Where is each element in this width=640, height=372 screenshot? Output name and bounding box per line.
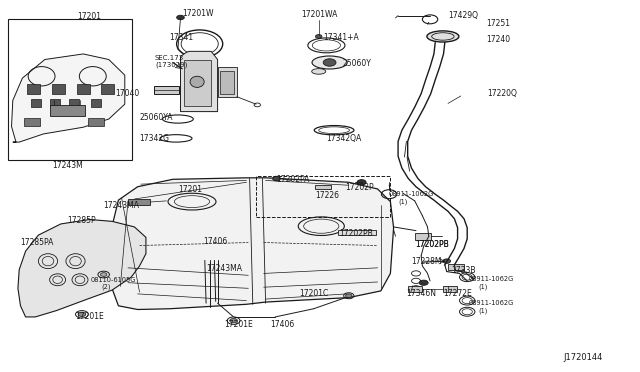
Bar xyxy=(88,118,104,126)
Text: 1733B: 1733B xyxy=(451,266,476,275)
Text: 17228M: 17228M xyxy=(411,257,442,266)
Bar xyxy=(218,67,237,97)
Text: (173029): (173029) xyxy=(155,62,188,68)
Text: 17243MA: 17243MA xyxy=(206,264,242,273)
Text: 17202PB: 17202PB xyxy=(339,229,373,238)
Text: 17220Q: 17220Q xyxy=(488,89,518,98)
Bar xyxy=(101,84,114,94)
Text: (1): (1) xyxy=(479,307,488,314)
Bar xyxy=(184,60,211,106)
Text: 17341: 17341 xyxy=(170,33,194,42)
Bar xyxy=(8,19,132,160)
Circle shape xyxy=(230,318,237,323)
Bar xyxy=(77,84,90,94)
Bar xyxy=(415,232,431,240)
Polygon shape xyxy=(180,51,218,112)
Bar xyxy=(448,264,464,270)
Text: 17285P: 17285P xyxy=(67,216,96,225)
Ellipse shape xyxy=(254,103,260,107)
Circle shape xyxy=(357,180,366,185)
Bar xyxy=(91,99,101,107)
Circle shape xyxy=(273,176,280,181)
Bar xyxy=(50,105,85,116)
Ellipse shape xyxy=(312,56,348,69)
Circle shape xyxy=(177,15,184,20)
Polygon shape xyxy=(18,219,146,317)
Text: 08911-1062G: 08911-1062G xyxy=(468,300,514,306)
Text: 17202PB: 17202PB xyxy=(415,240,449,249)
Circle shape xyxy=(323,59,336,66)
Text: 17243M: 17243M xyxy=(52,161,83,170)
Bar xyxy=(52,84,65,94)
Bar xyxy=(31,99,41,107)
Text: 17202PB: 17202PB xyxy=(415,240,449,249)
Text: 25060Y: 25060Y xyxy=(342,60,371,68)
Text: 17240: 17240 xyxy=(486,35,511,44)
Text: (1): (1) xyxy=(398,198,408,205)
Bar xyxy=(443,286,457,292)
Text: SEC.173: SEC.173 xyxy=(155,55,184,61)
Bar xyxy=(128,199,150,205)
Circle shape xyxy=(443,259,451,263)
Bar xyxy=(69,99,79,107)
Text: 17342G: 17342G xyxy=(140,134,170,143)
Circle shape xyxy=(78,312,86,317)
Bar xyxy=(154,86,179,94)
Circle shape xyxy=(316,35,322,38)
Circle shape xyxy=(346,294,352,298)
Bar xyxy=(220,71,234,94)
Text: 17251: 17251 xyxy=(486,19,511,28)
Bar xyxy=(408,286,422,292)
Bar xyxy=(50,99,60,107)
Text: 17346N: 17346N xyxy=(406,289,436,298)
Bar xyxy=(338,230,376,235)
Text: 17201: 17201 xyxy=(77,12,102,21)
Text: 17406: 17406 xyxy=(270,320,294,329)
Text: 17341+A: 17341+A xyxy=(323,33,359,42)
Ellipse shape xyxy=(190,76,204,87)
Text: 17201W: 17201W xyxy=(182,9,214,17)
Text: 17040: 17040 xyxy=(115,89,140,98)
Text: 08911-1062G: 08911-1062G xyxy=(468,276,514,282)
Text: 17201C: 17201C xyxy=(300,289,329,298)
Polygon shape xyxy=(12,54,125,142)
Text: 17285PA: 17285PA xyxy=(20,238,54,247)
Circle shape xyxy=(419,280,428,285)
Circle shape xyxy=(100,273,107,276)
Text: 17202PA: 17202PA xyxy=(276,175,310,184)
Text: 17226: 17226 xyxy=(316,191,339,200)
Text: 17406: 17406 xyxy=(204,237,228,246)
Text: J1720144: J1720144 xyxy=(563,353,603,362)
Bar xyxy=(27,84,40,94)
Text: (2): (2) xyxy=(101,284,111,291)
Ellipse shape xyxy=(312,68,326,74)
Text: 08110-6105G: 08110-6105G xyxy=(91,277,136,283)
Text: 08911-1062G: 08911-1062G xyxy=(389,191,435,197)
Ellipse shape xyxy=(427,31,459,42)
Text: 17342QA: 17342QA xyxy=(326,134,362,143)
Text: 17201E: 17201E xyxy=(76,312,104,321)
Text: 17272E: 17272E xyxy=(443,289,472,298)
Bar xyxy=(315,185,331,189)
Text: 17201WA: 17201WA xyxy=(301,10,337,19)
Bar xyxy=(24,118,40,126)
Text: (1): (1) xyxy=(479,283,488,290)
Text: 17201: 17201 xyxy=(178,185,202,194)
Text: 17243MA: 17243MA xyxy=(104,201,140,210)
Text: 25060YA: 25060YA xyxy=(140,113,173,122)
Text: 17202P: 17202P xyxy=(346,183,374,192)
Text: 17429Q: 17429Q xyxy=(448,11,478,20)
Polygon shape xyxy=(109,178,394,310)
Bar xyxy=(256,176,390,217)
Text: 17201E: 17201E xyxy=(224,320,253,329)
